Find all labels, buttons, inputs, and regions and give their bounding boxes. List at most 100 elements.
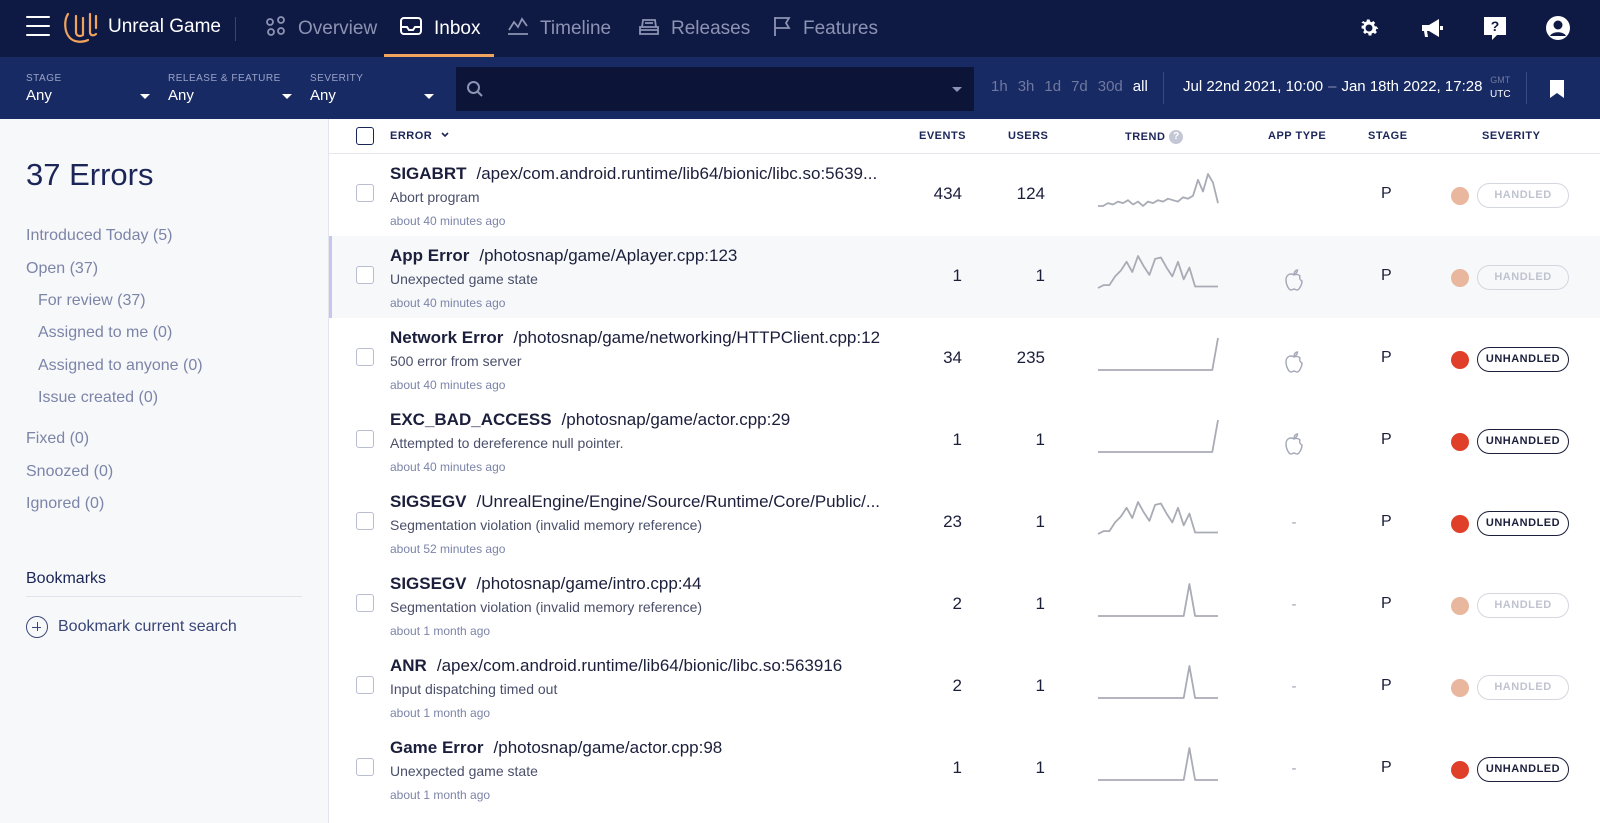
timezone-toggle[interactable]: GMT UTC [1490, 76, 1511, 100]
events-count: 34 [943, 348, 962, 367]
nav-timeline[interactable]: Timeline [506, 0, 611, 57]
divider [235, 17, 236, 41]
bookmark-current-search-button[interactable]: Bookmark current search [26, 616, 237, 638]
severity-badge[interactable]: HANDLED [1477, 183, 1569, 208]
sidebar-item-ignored[interactable]: Ignored (0) [26, 495, 105, 512]
error-title[interactable]: SIGABRT/apex/com.android.runtime/lib64/b… [390, 164, 877, 184]
column-severity[interactable]: SEVERITY [1482, 130, 1541, 142]
nav-overview[interactable]: Overview [264, 0, 377, 57]
trend-line [1098, 747, 1218, 781]
stage-filter[interactable]: STAGE Any [26, 73, 152, 104]
search-icon [466, 80, 484, 103]
trend-sparkline [1098, 419, 1219, 453]
range-1d[interactable]: 1d [1044, 78, 1062, 95]
row-checkbox[interactable] [356, 184, 374, 202]
range-1h[interactable]: 1h [991, 78, 1008, 95]
sidebar-item-introduced-today[interactable]: Introduced Today (5) [26, 227, 173, 244]
table-row[interactable]: SIGSEGV/photosnap/game/intro.cpp:44 Segm… [329, 564, 1600, 646]
range-3h[interactable]: 3h [1017, 78, 1035, 95]
table-row[interactable]: Network Error/photosnap/game/networking/… [329, 318, 1600, 400]
nav-inbox[interactable]: Inbox [384, 0, 495, 57]
bookmark-icon[interactable] [1549, 79, 1565, 104]
bookmarks-heading: Bookmarks [26, 570, 107, 587]
app-logo-icon[interactable] [62, 10, 102, 51]
error-title[interactable]: EXC_BAD_ACCESS/photosnap/game/actor.cpp:… [390, 410, 790, 430]
error-title[interactable]: SIGSEGV/photosnap/game/intro.cpp:44 [390, 574, 701, 594]
range-30d[interactable]: 30d [1097, 78, 1123, 95]
inbox-icon [398, 14, 424, 44]
sidebar: 37 Errors Introduced Today (5) Open (37)… [0, 119, 329, 823]
column-error[interactable]: ERROR [390, 130, 450, 142]
stage-value: P [1381, 595, 1392, 612]
nav-releases[interactable]: Releases [637, 0, 750, 57]
severity-badge[interactable]: UNHANDLED [1477, 511, 1569, 536]
divider [1163, 72, 1164, 104]
error-title[interactable]: Game Error/photosnap/game/actor.cpp:98 [390, 738, 722, 758]
sidebar-item-for-review[interactable]: For review (37) [38, 292, 146, 309]
table-row[interactable]: Game Error/photosnap/game/actor.cpp:98 U… [329, 728, 1600, 810]
severity-badge[interactable]: HANDLED [1477, 265, 1569, 290]
sidebar-item-fixed[interactable]: Fixed (0) [26, 430, 90, 447]
events-count: 1 [952, 266, 962, 285]
sidebar-item-assigned-to-me[interactable]: Assigned to me (0) [38, 324, 173, 341]
row-checkbox[interactable] [356, 676, 374, 694]
row-checkbox[interactable] [356, 594, 374, 612]
severity-dot [1451, 679, 1469, 697]
sidebar-item-snoozed[interactable]: Snoozed (0) [26, 463, 114, 480]
stage-value: P [1381, 349, 1392, 366]
error-location: /photosnap/game/networking/HTTPClient.cp… [513, 328, 881, 347]
row-checkbox[interactable] [356, 430, 374, 448]
row-checkbox[interactable] [356, 348, 374, 366]
events-count: 1 [952, 758, 962, 777]
sidebar-item-assigned-to-anyone[interactable]: Assigned to anyone (0) [38, 357, 203, 374]
user-icon[interactable] [1544, 14, 1572, 42]
table-row[interactable]: EXC_BAD_ACCESS/photosnap/game/actor.cpp:… [329, 400, 1600, 482]
date-range[interactable]: Jul 22nd 2021, 10:00– Jan 18th 2022, 17:2… [1183, 78, 1482, 95]
error-time: about 40 minutes ago [390, 378, 506, 392]
users-count: 1 [1035, 430, 1045, 449]
error-location: /photosnap/game/actor.cpp:29 [561, 410, 791, 429]
severity-badge[interactable]: HANDLED [1477, 675, 1569, 700]
menu-icon[interactable] [26, 16, 50, 36]
help-icon[interactable]: ? [1169, 130, 1184, 144]
row-checkbox[interactable] [356, 758, 374, 776]
release-feature-filter[interactable]: RELEASE & FEATURE Any [168, 73, 294, 104]
severity-badge[interactable]: UNHANDLED [1477, 757, 1569, 782]
nav-features-label: Features [803, 17, 878, 39]
trend-sparkline [1097, 501, 1218, 535]
table-row[interactable]: App Error/photosnap/game/Aplayer.cpp:123… [329, 236, 1600, 318]
select-all-checkbox[interactable] [356, 127, 374, 145]
severity-badge[interactable]: UNHANDLED [1477, 347, 1569, 372]
search-dropdown-icon[interactable] [952, 87, 962, 92]
table-row[interactable]: ANR/apex/com.android.runtime/lib64/bioni… [329, 646, 1600, 728]
error-title[interactable]: Network Error/photosnap/game/networking/… [390, 328, 880, 348]
table-row[interactable]: SIGSEGV/UnrealEngine/Engine/Source/Runti… [329, 482, 1600, 564]
nav-features[interactable]: Features [771, 0, 878, 57]
column-events[interactable]: EVENTS [919, 130, 967, 142]
error-title[interactable]: SIGSEGV/UnrealEngine/Engine/Source/Runti… [390, 492, 880, 512]
sidebar-item-issue-created[interactable]: Issue created (0) [38, 389, 159, 406]
chevron-down-icon [424, 94, 434, 99]
error-title[interactable]: ANR/apex/com.android.runtime/lib64/bioni… [390, 656, 842, 676]
help-icon[interactable]: ? [1481, 14, 1509, 42]
error-message: Attempted to dereference null pointer. [390, 435, 624, 451]
range-all[interactable]: all [1132, 78, 1148, 95]
sidebar-item-open[interactable]: Open (37) [26, 260, 99, 277]
range-7d[interactable]: 7d [1071, 78, 1088, 95]
search-input[interactable] [456, 67, 974, 111]
column-users[interactable]: USERS [1008, 130, 1049, 142]
severity-filter[interactable]: SEVERITY Any [310, 73, 436, 104]
error-title[interactable]: App Error/photosnap/game/Aplayer.cpp:123 [390, 246, 737, 266]
megaphone-icon[interactable] [1418, 14, 1446, 42]
severity-badge[interactable]: HANDLED [1477, 593, 1569, 618]
app-name[interactable]: Unreal Game [108, 16, 221, 37]
trend-sparkline [1098, 337, 1219, 371]
gear-icon[interactable] [1355, 14, 1383, 42]
severity-badge[interactable]: UNHANDLED [1477, 429, 1569, 454]
users-count: 1 [1035, 594, 1045, 613]
trend-line [1097, 501, 1218, 535]
table-row[interactable]: SIGABRT/apex/com.android.runtime/lib64/b… [329, 154, 1600, 236]
row-checkbox[interactable] [356, 512, 374, 530]
error-message: 500 error from server [390, 353, 522, 369]
row-checkbox[interactable] [356, 266, 374, 284]
